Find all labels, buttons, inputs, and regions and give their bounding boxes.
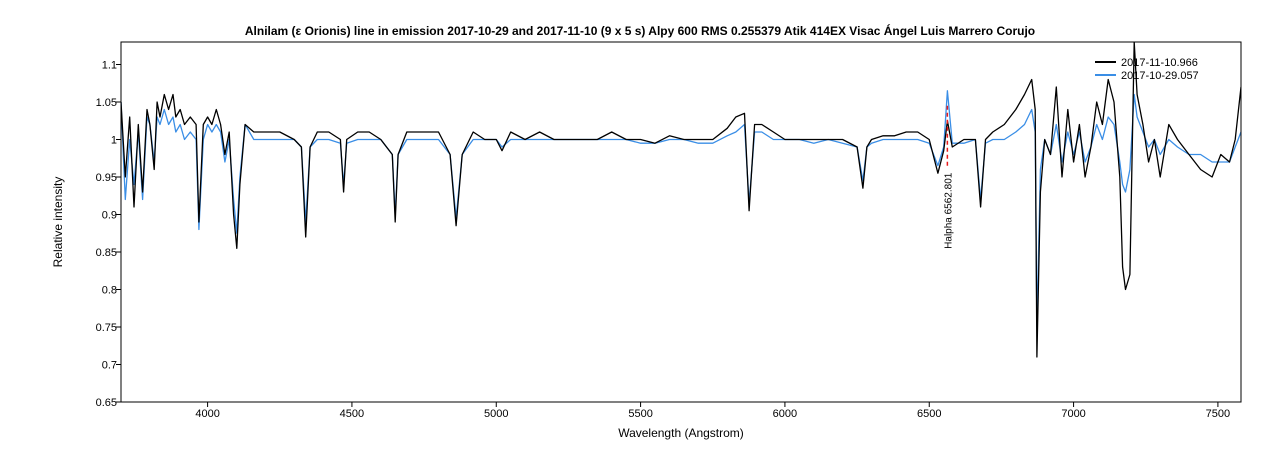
legend-label-series-2: 2017-10-29.057 xyxy=(1121,70,1199,82)
legend: 2017-11-10.966 2017-10-29.057 xyxy=(1095,57,1199,82)
x-tick-label: 7000 xyxy=(1061,408,1085,420)
x-tick-label: 6000 xyxy=(773,408,797,420)
y-tick-label: 1 xyxy=(111,135,117,147)
y-tick-label: 0.9 xyxy=(102,210,117,222)
y-tick-label: 0.8 xyxy=(102,285,117,297)
x-tick-label: 6500 xyxy=(917,408,941,420)
series-line-1 xyxy=(121,42,1241,358)
plot-frame xyxy=(120,41,1242,403)
x-tick-label: 7500 xyxy=(1206,408,1230,420)
halpha-annotation: Halpha 6562.801 xyxy=(943,105,954,249)
x-tick-label: 5000 xyxy=(484,408,508,420)
y-axis-label: Relative intensity xyxy=(51,177,65,268)
x-axis-label: Wavelength (Angstrom) xyxy=(618,426,744,440)
axis-ticks: 4000 4500 5000 5500 6000 6500 7000 7500 0.65 0.7 0… xyxy=(96,60,1231,421)
y-tick-label: 0.7 xyxy=(102,360,117,372)
series-lines xyxy=(121,42,1241,358)
x-tick-label: 4500 xyxy=(340,408,364,420)
legend-label-series-1: 2017-11-10.966 xyxy=(1121,57,1198,69)
y-tick-label: 1.05 xyxy=(96,97,117,109)
x-tick-label: 5500 xyxy=(628,408,652,420)
y-tick-label: 0.85 xyxy=(96,247,117,259)
x-tick-label: 4000 xyxy=(195,408,219,420)
y-tick-label: 0.75 xyxy=(96,322,117,334)
halpha-label: Halpha 6562.801 xyxy=(943,172,954,249)
y-tick-label: 0.95 xyxy=(96,172,117,184)
y-tick-label: 1.1 xyxy=(102,60,117,72)
y-tick-label: 0.65 xyxy=(96,397,117,409)
chart-title: Alnilam (ε Orionis) line in emission 201… xyxy=(245,23,1035,38)
series-line-2 xyxy=(121,90,1241,328)
